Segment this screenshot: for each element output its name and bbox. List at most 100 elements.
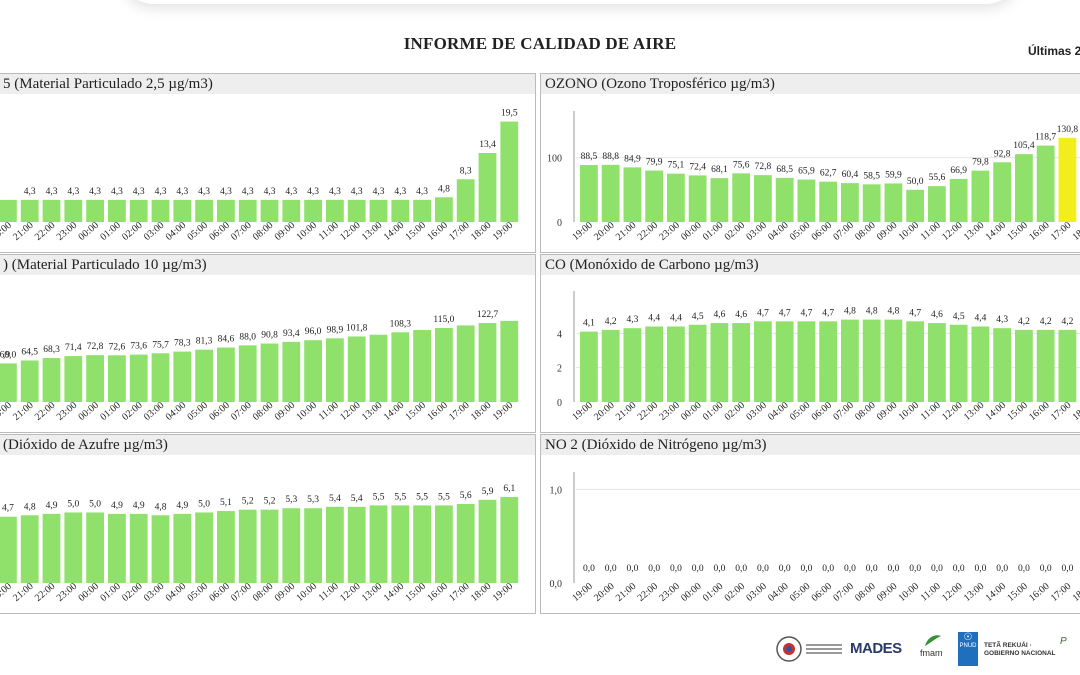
bar [645, 326, 664, 402]
data-label: 4,7 [757, 308, 769, 318]
x-tick-label: 21:00 [11, 581, 36, 604]
data-label: 4,7 [779, 308, 791, 318]
y-tick-label: 0 [557, 398, 562, 409]
bar [326, 199, 344, 222]
x-tick-label: 18:00 [1071, 400, 1080, 423]
x-tick-label: 02:00 [120, 581, 145, 604]
data-label: 4,6 [713, 310, 725, 320]
x-tick-label: 10:00 [295, 581, 320, 604]
chart-panel-no2: NO 2 (Dióxido de Nitrógeno µg/m3) 0,0 1,0… [540, 434, 1080, 614]
data-label: 4,1 [583, 319, 595, 329]
bar [456, 179, 475, 222]
chart-svg-no2: 0,0 1,0 0,0 19:00 0,0 20:00 0,0 21:00 0,0 22:00 0,… [550, 472, 1080, 604]
x-tick-label: 16:00 [425, 220, 450, 243]
bar [1036, 329, 1055, 402]
data-label: 88,5 [581, 152, 598, 162]
x-tick-label: 01:00 [701, 581, 726, 604]
x-tick-label: 06:00 [810, 581, 835, 604]
data-label: 4,3 [111, 187, 123, 197]
bar [391, 505, 410, 583]
data-label: 0,0 [1040, 564, 1052, 574]
x-tick-label: 14:00 [984, 220, 1009, 243]
x-tick-label: 03:00 [744, 220, 769, 243]
x-tick-label: 05:00 [788, 400, 813, 423]
x-tick-label: 07:00 [229, 220, 254, 243]
x-tick-label: 10:00 [295, 220, 320, 243]
data-label: 4,8 [24, 502, 36, 512]
bar [841, 319, 859, 402]
bar [108, 199, 126, 222]
data-label: 4,8 [155, 502, 167, 512]
x-tick-label: 09:00 [875, 581, 900, 604]
bar [195, 199, 213, 222]
x-tick-label: 00:00 [679, 220, 704, 243]
bar [0, 516, 17, 583]
chart-title: NO 2 (Dióxido de Nitrógeno µg/m3) [541, 435, 1080, 455]
x-tick-label: 20:00 [592, 220, 617, 243]
bar [732, 173, 751, 222]
bar [819, 181, 838, 222]
data-label: 0,0 [1061, 564, 1073, 574]
data-label: 4,3 [198, 187, 210, 197]
bar [500, 121, 519, 222]
data-label: 5,9 [482, 487, 494, 497]
data-label: 4,9 [176, 501, 188, 511]
bar [217, 347, 235, 402]
bar [173, 513, 192, 583]
data-label: 75,6 [733, 160, 750, 170]
bar [775, 321, 794, 402]
x-tick-label: 01:00 [98, 220, 123, 243]
data-label: 4,4 [974, 313, 986, 323]
bar [260, 199, 279, 222]
x-tick-label: 14:00 [382, 581, 407, 604]
bar [20, 199, 39, 222]
data-label: 72,8 [755, 162, 772, 172]
x-tick-label: 08:00 [251, 220, 276, 243]
data-label: 98,9 [327, 325, 344, 335]
sponsor-logos: MADES fmam ☉ PNUD TETÃ REKUÁI · GOBIERNO… [770, 632, 1080, 668]
bar [20, 360, 39, 402]
bar [775, 177, 794, 222]
bar [1015, 154, 1033, 222]
data-label: 62,7 [820, 169, 837, 179]
x-tick-label: 06:00 [810, 400, 835, 423]
data-label: 4,2 [1061, 317, 1073, 327]
x-tick-label: 20:00 [0, 400, 14, 423]
data-label: 93,4 [283, 329, 300, 339]
bar [64, 356, 83, 402]
data-label: 0,0 [648, 564, 660, 574]
bar [195, 512, 213, 583]
x-tick-label: 14:00 [984, 400, 1009, 423]
data-label: 90,8 [261, 331, 278, 341]
x-tick-label: 01:00 [98, 400, 123, 423]
bar [906, 189, 925, 222]
x-tick-label: 22:00 [33, 400, 58, 423]
bar [282, 508, 301, 583]
bar [282, 199, 301, 222]
data-label: 4,5 [692, 312, 704, 322]
bar [435, 505, 453, 583]
x-tick-label: 23:00 [657, 220, 682, 243]
bar [754, 321, 772, 402]
bar [1015, 329, 1033, 402]
data-label: 81,3 [196, 337, 213, 347]
data-label: 72,8 [87, 342, 104, 352]
bar [710, 178, 729, 222]
data-label: 5,0 [67, 499, 79, 509]
x-tick-label: 07:00 [831, 400, 856, 423]
x-tick-label: 11:00 [317, 400, 341, 423]
x-tick-label: 11:00 [317, 581, 341, 604]
bar [601, 164, 620, 222]
mades-logo: MADES [850, 640, 902, 657]
bar [391, 199, 410, 222]
x-tick-label: 13:00 [962, 400, 987, 423]
x-tick-label: 19:00 [491, 581, 516, 604]
x-tick-label: 05:00 [788, 581, 813, 604]
x-tick-label: 00:00 [679, 581, 704, 604]
x-tick-label: 22:00 [636, 400, 661, 423]
data-label: 55,6 [929, 173, 946, 183]
data-label: 0,0 [1018, 564, 1030, 574]
x-tick-label: 23:00 [657, 581, 682, 604]
x-tick-label: 06:00 [207, 581, 232, 604]
data-label: 5,0 [89, 499, 101, 509]
